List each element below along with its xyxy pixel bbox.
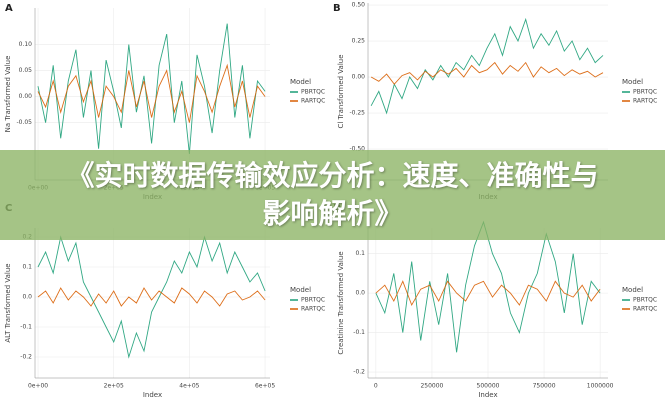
y-tick-label: 0.25 [352, 38, 366, 45]
series-line [370, 17, 604, 115]
y-tick-label: 0.00 [352, 74, 366, 81]
y-axis-label: Creatinine Transformed Value [337, 251, 345, 354]
y-tick-label: 0.05 [19, 67, 33, 74]
banner-title: 《实时数据传输效应分析：速度、准确性与影响解析》 [66, 159, 599, 230]
y-tick-label: -0.05 [16, 119, 32, 126]
x-tick-label: 250000 [420, 383, 443, 390]
x-axis-label: Index [478, 391, 497, 399]
x-tick-label: 0 [374, 383, 378, 390]
panel-label: B [333, 3, 341, 14]
series-line [37, 63, 266, 123]
legend-label: PBRTQC [633, 89, 657, 96]
y-tick-label: 0.10 [19, 41, 33, 48]
legend-label: RARTQC [301, 306, 325, 313]
series-line [37, 235, 266, 359]
legend-label: PBRTQC [301, 89, 325, 96]
y-tick-label: 0.1 [22, 264, 32, 271]
series-line [37, 23, 266, 154]
legend-label: RARTQC [301, 98, 325, 105]
banner-band [0, 150, 665, 240]
y-tick-label: 0.0 [22, 294, 32, 301]
legend-title: Model [622, 286, 643, 294]
y-tick-label: -0.2 [353, 369, 365, 376]
legend-label: PBRTQC [633, 297, 657, 304]
y-tick-label: 0.50 [352, 2, 366, 9]
y-tick-label: -0.2 [20, 354, 32, 361]
y-axis-label: Cl Transformed Value [337, 54, 345, 128]
legend-title: Model [290, 286, 311, 294]
legend-title: Model [290, 78, 311, 86]
y-tick-label: -0.50 [349, 146, 365, 153]
x-tick-label: 1000000 [587, 383, 614, 390]
x-axis-label: Index [143, 391, 162, 399]
y-tick-label: -0.1 [353, 329, 365, 336]
y-tick-label: 0.00 [19, 93, 33, 100]
series-line [370, 61, 604, 85]
x-tick-label: 750000 [533, 383, 556, 390]
y-axis-label: ALT Transformed Value [4, 263, 12, 342]
series-line [37, 287, 266, 307]
y-tick-label: -0.25 [349, 110, 365, 117]
legend-label: RARTQC [633, 306, 657, 313]
x-tick-label: 2e+05 [104, 383, 124, 390]
legend-label: RARTQC [633, 98, 657, 105]
legend-title: Model [622, 78, 643, 86]
y-tick-label: -0.1 [20, 324, 32, 331]
x-tick-label: 500000 [477, 383, 500, 390]
x-tick-label: 6e+05 [255, 383, 275, 390]
series-line [375, 280, 601, 307]
x-tick-label: 4e+05 [179, 383, 199, 390]
y-axis-label: Na Transformed Value [4, 56, 12, 133]
panel-label: A [5, 3, 13, 14]
y-tick-label: 0.0 [355, 290, 365, 297]
x-tick-label: 0e+00 [28, 383, 48, 390]
legend-label: PBRTQC [301, 297, 325, 304]
y-tick-label: 0.1 [355, 250, 365, 257]
